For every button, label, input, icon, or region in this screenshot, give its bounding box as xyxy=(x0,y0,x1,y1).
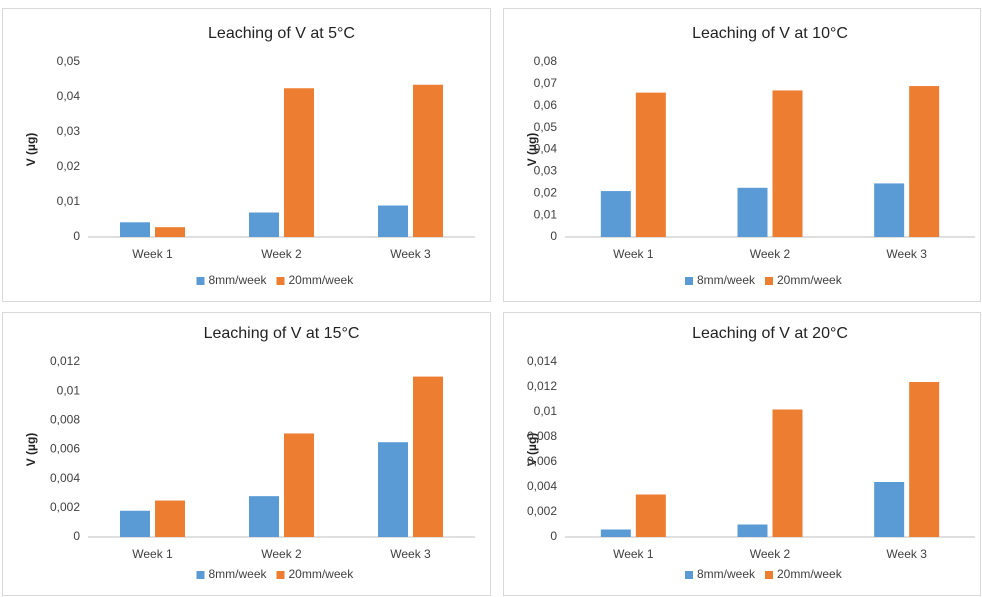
x-tick-label: Week 2 xyxy=(750,547,791,561)
y-axis-label: V (µg) xyxy=(525,133,539,167)
y-tick-label: 0,06 xyxy=(534,98,558,112)
x-tick-label: Week 1 xyxy=(132,547,173,561)
x-tick-label: Week 1 xyxy=(613,247,654,261)
legend-swatch xyxy=(685,571,693,579)
bar xyxy=(284,88,314,237)
bar xyxy=(249,496,279,537)
y-tick-label: 0,01 xyxy=(57,194,81,208)
chart-title: Leaching of V at 20°C xyxy=(692,325,848,342)
y-tick-label: 0 xyxy=(73,229,80,243)
legend-label: 8mm/week xyxy=(697,567,756,581)
y-tick-label: 0,008 xyxy=(50,413,80,427)
legend-label: 20mm/week xyxy=(289,567,355,581)
bar xyxy=(284,433,314,537)
bar xyxy=(155,500,185,537)
y-tick-label: 0,03 xyxy=(534,164,558,178)
bar xyxy=(772,90,803,237)
legend-swatch xyxy=(276,277,285,285)
y-axis-label: V (µg) xyxy=(525,433,539,467)
x-tick-label: Week 1 xyxy=(613,547,654,561)
y-tick-label: 0,012 xyxy=(50,354,80,368)
y-tick-label: 0 xyxy=(550,229,557,243)
x-tick-label: Week 2 xyxy=(750,247,791,261)
y-tick-label: 0,002 xyxy=(527,504,557,518)
legend-label: 8mm/week xyxy=(209,273,268,287)
y-tick-label: 0,006 xyxy=(527,454,557,468)
y-tick-label: 0 xyxy=(73,529,80,543)
y-tick-label: 0,012 xyxy=(527,379,557,393)
x-tick-label: Week 1 xyxy=(132,247,173,261)
bar xyxy=(120,510,150,537)
bar xyxy=(120,222,150,237)
bar xyxy=(413,376,443,537)
legend-swatch xyxy=(276,571,285,579)
bar xyxy=(909,86,940,237)
x-tick-label: Week 2 xyxy=(261,247,302,261)
chart-title: Leaching of V at 10°C xyxy=(692,25,848,42)
bar xyxy=(635,494,666,537)
bar xyxy=(874,183,905,237)
y-axis-label: V (µg) xyxy=(24,133,38,167)
bar xyxy=(378,442,408,537)
bar xyxy=(909,382,940,537)
y-tick-label: 0,002 xyxy=(50,500,80,514)
bar xyxy=(600,529,631,537)
y-tick-label: 0,006 xyxy=(50,442,80,456)
x-tick-label: Week 3 xyxy=(886,247,927,261)
y-tick-label: 0,01 xyxy=(534,207,558,221)
legend-label: 20mm/week xyxy=(777,273,843,287)
y-axis-label: V (µg) xyxy=(24,433,38,467)
panel-frame xyxy=(2,312,491,596)
bar xyxy=(635,92,666,237)
legend-label: 8mm/week xyxy=(697,273,756,287)
x-tick-label: Week 3 xyxy=(390,247,431,261)
y-tick-label: 0,01 xyxy=(534,404,558,418)
legend-label: 20mm/week xyxy=(777,567,843,581)
y-tick-label: 0,004 xyxy=(527,479,557,493)
legend-swatch xyxy=(685,277,693,285)
y-tick-label: 0,02 xyxy=(57,159,81,173)
bar xyxy=(772,409,803,537)
chart-title: Leaching of V at 15°C xyxy=(204,325,360,342)
bar xyxy=(378,205,408,237)
y-tick-label: 0,08 xyxy=(534,54,558,68)
y-tick-label: 0,02 xyxy=(534,185,558,199)
y-tick-label: 0,01 xyxy=(57,383,81,397)
y-tick-label: 0,05 xyxy=(57,54,81,68)
y-tick-label: 0,014 xyxy=(527,354,557,368)
x-tick-label: Week 3 xyxy=(886,547,927,561)
panel-frame xyxy=(503,8,981,302)
bar xyxy=(874,482,905,537)
bar xyxy=(155,227,185,237)
y-tick-label: 0,008 xyxy=(527,429,557,443)
legend-swatch xyxy=(765,571,773,579)
y-tick-label: 0,04 xyxy=(534,142,558,156)
legend-swatch xyxy=(765,277,773,285)
panel-frame xyxy=(503,312,981,596)
y-tick-label: 0,03 xyxy=(57,124,81,138)
bar xyxy=(413,84,443,237)
y-tick-label: 0,07 xyxy=(534,76,558,90)
bar xyxy=(249,212,279,237)
x-tick-label: Week 3 xyxy=(390,547,431,561)
y-tick-label: 0,004 xyxy=(50,471,80,485)
y-tick-label: 0,04 xyxy=(57,89,81,103)
y-tick-label: 0 xyxy=(550,529,557,543)
panel-frame xyxy=(2,8,491,302)
y-tick-label: 0,05 xyxy=(534,120,558,134)
legend-label: 20mm/week xyxy=(289,273,355,287)
legend-swatch xyxy=(196,277,205,285)
bar xyxy=(737,187,768,237)
x-tick-label: Week 2 xyxy=(261,547,302,561)
bar xyxy=(737,524,768,537)
legend-swatch xyxy=(196,571,205,579)
legend-label: 8mm/week xyxy=(209,567,268,581)
chart-title: Leaching of V at 5°C xyxy=(208,25,355,42)
bar xyxy=(600,191,631,237)
